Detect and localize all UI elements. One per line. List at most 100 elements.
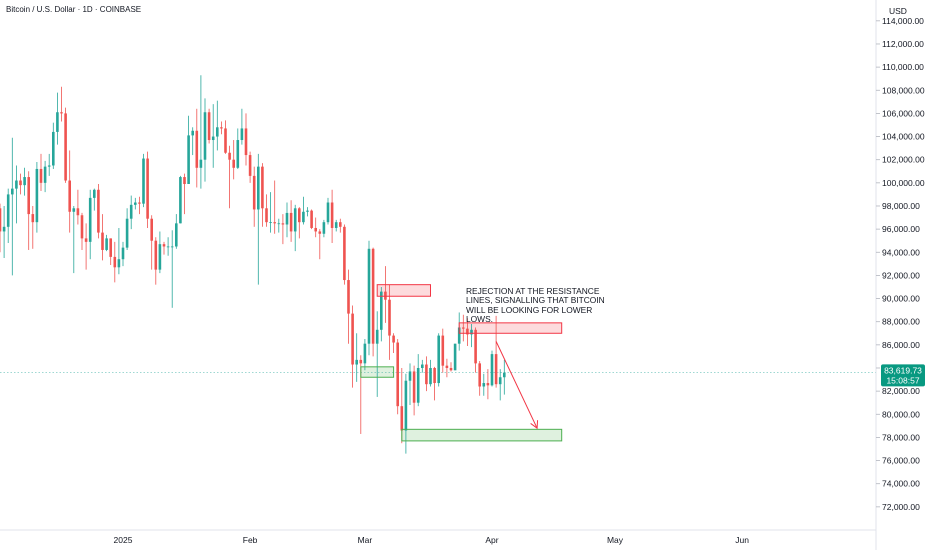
candle-body (503, 372, 506, 378)
candle (412, 365, 416, 416)
candle-body (11, 188, 14, 195)
support-zone[interactable] (401, 428, 563, 442)
candle (503, 359, 506, 395)
candle-body (498, 377, 502, 385)
candle (154, 237, 158, 285)
candle (269, 192, 272, 233)
candle-body (371, 248, 375, 344)
candle (277, 218, 281, 233)
candle (150, 215, 153, 270)
candle-body (150, 218, 153, 241)
candle-body (138, 202, 141, 204)
candle (293, 204, 297, 252)
candle (27, 171, 30, 250)
candle-body (441, 335, 445, 366)
candle (425, 356, 428, 392)
candle (170, 230, 174, 308)
price-tick-label: 94,000.00 (882, 247, 920, 257)
candle-body (199, 159, 203, 168)
candle-body (23, 177, 26, 186)
price-tick-label: 106,000.00 (882, 108, 925, 118)
candle (347, 269, 350, 344)
candle-body (232, 159, 235, 168)
resistance-zone-fill (459, 322, 562, 334)
candle-body (15, 180, 18, 189)
candle-body (293, 208, 297, 232)
analysis-annotation: REJECTION AT THE RESISTANCE LINES, SIGNA… (466, 286, 605, 324)
candle (31, 205, 35, 249)
candle (408, 363, 412, 406)
candle (334, 219, 338, 232)
candle-body (269, 222, 272, 223)
price-tick-label: 82,000.00 (882, 386, 920, 396)
support-zone[interactable] (360, 366, 395, 378)
candle (355, 333, 358, 382)
candle-body (347, 280, 350, 314)
candle (35, 162, 39, 233)
candle-body (224, 128, 227, 153)
candle-body (359, 359, 363, 364)
candle-body (400, 406, 404, 431)
candle (261, 163, 264, 227)
price-tick-label: 100,000.00 (882, 178, 925, 188)
price-tick-label: 90,000.00 (882, 294, 920, 304)
candle-body (277, 223, 281, 225)
candle-body (76, 208, 80, 216)
candle-body (490, 354, 494, 386)
candle-body (429, 367, 432, 385)
candle (101, 214, 104, 261)
candle-body (470, 329, 473, 335)
candle-body (72, 208, 76, 212)
candle-body (380, 291, 383, 330)
projection-arrow (495, 341, 539, 430)
candle (191, 127, 194, 156)
candle-body (326, 202, 330, 223)
candle (363, 339, 367, 371)
candle (429, 359, 432, 387)
candle-body (207, 112, 211, 141)
candle-body (0, 208, 2, 232)
candle (339, 218, 342, 233)
resistance-zone[interactable] (376, 284, 432, 297)
candle-body (273, 222, 276, 224)
candle (158, 231, 162, 274)
candle-body (375, 329, 379, 344)
candle-body (240, 128, 244, 141)
candle (125, 208, 129, 250)
candle (228, 145, 231, 209)
candle (236, 128, 240, 169)
candle (392, 333, 395, 353)
candle (162, 241, 166, 255)
support-zone-fill (401, 429, 562, 441)
arrow-head (530, 420, 539, 430)
candle-body (35, 168, 39, 223)
candle (302, 196, 305, 225)
candle-body (421, 364, 424, 368)
resistance-zone[interactable] (458, 322, 563, 334)
candle-body (355, 359, 358, 365)
candle-body (408, 371, 412, 381)
candle-body (134, 202, 137, 205)
candle-body (306, 210, 309, 212)
candle-body (43, 166, 47, 183)
candle (134, 197, 137, 210)
candle (257, 153, 260, 285)
candle (80, 212, 84, 250)
candle (19, 173, 22, 195)
candle (11, 137, 14, 276)
candle (216, 100, 219, 151)
candle-body (68, 180, 71, 212)
candle (97, 183, 100, 239)
candle-body (351, 313, 354, 365)
candle-body (117, 259, 121, 268)
candle-body (220, 127, 223, 129)
candle-body (437, 335, 440, 384)
candle (433, 366, 436, 401)
price-axis[interactable]: 72,000.00 74,000.00 76,000.00 78,000.00 80,0… (876, 16, 925, 512)
candle (404, 373, 408, 454)
candle (15, 165, 18, 224)
time-axis[interactable]: 2025 Feb Mar Apr May Jun (114, 535, 750, 545)
candle-body (158, 244, 162, 270)
price-tick-label: 74,000.00 (882, 479, 920, 489)
